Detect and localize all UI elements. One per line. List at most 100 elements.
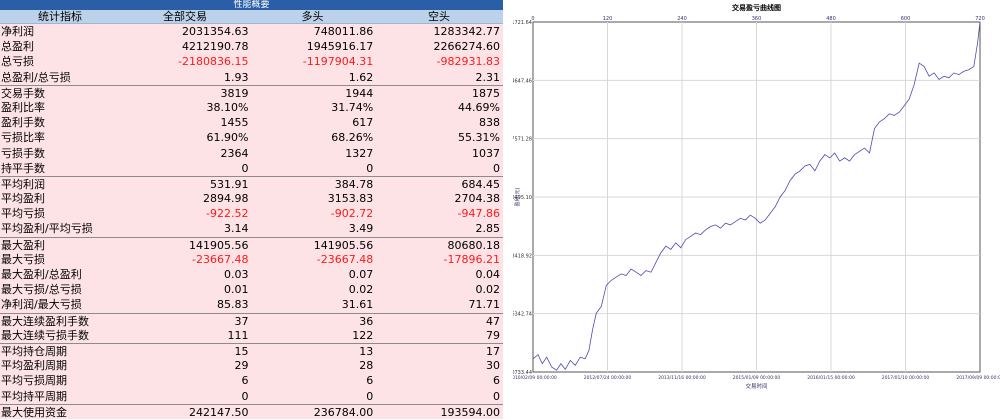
header-long: 多头 [301,10,324,23]
cell-long: 1945916.17 [306,40,374,54]
cell-long: 28 [359,359,374,373]
cell-short: 0.04 [475,268,501,281]
row-label: 最大盈利 [1,238,45,252]
panel-divider [503,0,513,400]
cell-long: 3.49 [348,222,374,236]
row-label: 盈利手数 [1,116,45,130]
cell-all-trades: 0.01 [224,283,249,297]
cell-short: 17 [486,344,500,358]
cell-short: 0 [493,161,500,175]
table-row: 平均盈利周期 29 28 30 [0,358,503,374]
top-tick-label: 360 [752,16,762,22]
cell-all-trades: 15 [234,344,249,358]
cell-short: 6 [493,374,500,388]
row-label: 平均利润 [1,177,45,191]
table-row: 平均亏损周期 6 6 6 [0,373,503,389]
cell-long: -23667.48 [316,252,374,266]
table-row: 盈利比率 38.10% 31.74% 44.69% [0,99,503,116]
table-row: 最大使用资金 242147.50 236784.00 193594.00 [0,403,503,419]
row-label: 平均盈利周期 [1,359,67,373]
row-label: 持平手数 [1,161,45,175]
row-label: 最大使用资金 [1,405,67,419]
table-row: 亏损比率 61.90% 68.26% 55.31% [0,130,503,146]
top-tick-label: 240 [677,16,687,22]
table-row: 平均利润 531.91 384.78 684.45 [0,175,503,192]
x-tick-label: 2017/01/10 00:00:00 [882,375,930,381]
row-label: 盈利比率 [1,100,45,114]
table-row: 平均盈利 2894.98 3153.83 2704.38 [0,191,503,207]
cell-short: -17896.21 [443,252,500,266]
cell-short: 2704.38 [454,192,501,206]
y-tick-label: 1317571.28 [513,137,532,143]
top-tick-label: 720 [975,16,985,22]
y-tick-label: 603418.92 [513,253,532,259]
cell-all-trades: 0.03 [224,268,249,281]
table-row: 交易手数 3819 1944 1875 [0,84,503,100]
cell-all-trades: 0 [241,161,249,175]
pnl-chart-panel: 2031721.64 1674647.46 1317571.28 960495.10 6… [513,0,1000,400]
row-label: 总盈利 [1,40,34,54]
cell-long: 617 [352,116,374,130]
row-label: 最大盈利/总盈利 [1,268,82,281]
cell-long: 122 [352,328,374,342]
cell-short: 55.31% [458,131,500,145]
cell-all-trades: 2894.98 [203,192,249,206]
cell-all-trades: 242147.50 [189,405,249,419]
row-label: 平均盈利 [1,192,45,206]
cell-short: 79 [486,328,500,342]
cell-short: 0 [493,389,500,403]
table-row: 净利润/最大亏损 85.83 31.61 71.71 [0,297,503,313]
row-label: 最大连续盈利手数 [1,314,89,328]
cell-short: -947.86 [457,207,500,221]
cell-all-trades: 3.14 [224,222,249,236]
cell-all-trades: 4212190.78 [182,40,249,54]
top-tick-label: 600 [901,16,911,22]
table-header: 统计指标 全部交易 多头 空头 [0,10,503,24]
header-short: 空头 [428,10,450,23]
cell-long: 3153.83 [327,192,374,206]
cell-short: 0.02 [475,283,501,297]
cell-long: 68.26% [331,131,374,145]
x-tick-label: 2015/01/09 00:00:00 [733,375,781,381]
table-row: 最大亏损/总亏损 0.01 0.02 0.02 [0,282,503,298]
table-row: 总盈利 4212190.78 1945916.17 2266274.60 [0,39,503,55]
x-tick-label: 2010/02/09 00:00:00 [513,375,557,381]
y-tick-label: 960495.10 [513,195,532,201]
top-tick-label: 0 [531,16,534,22]
row-label: 平均持平周期 [1,389,67,403]
cell-long: 31.74% [331,100,374,114]
pnl-series-line [532,21,981,371]
cell-all-trades: 111 [227,328,249,342]
cell-all-trades: 141905.56 [189,238,249,252]
cell-short: 44.69% [458,100,500,114]
row-label: 最大连续亏损手数 [1,328,89,342]
table-row: 总盈利/总亏损 1.93 1.62 2.31 [0,69,503,85]
top-tick-label: 480 [826,16,836,22]
cell-short: 1037 [472,146,500,160]
chart-title: 交易盈亏曲线图 [732,3,781,12]
pnl-chart: 2031721.64 1674647.46 1317571.28 960495.10 6… [513,3,1000,390]
cell-long: 0.02 [348,283,374,297]
cell-long: 0 [366,161,374,175]
row-label: 平均持仓周期 [1,344,67,358]
row-label: 平均亏损 [1,207,45,221]
table-title: 性能概要 [0,0,503,10]
cell-all-trades: 0 [241,389,249,403]
row-label: 净利润 [1,25,34,38]
table-row: 平均持平周期 0 0 0 [0,388,503,404]
cell-long: -902.72 [330,207,374,221]
cell-short: 2.31 [475,70,501,84]
cell-all-trades: 61.90% [206,131,249,145]
row-label: 总亏损 [1,55,34,69]
table-row: 最大亏损 -23667.48 -23667.48 -17896.21 [0,251,503,267]
row-label: 最大亏损/总亏损 [1,283,82,297]
cell-short: 80680.18 [447,238,501,252]
table-row: 最大盈利/总盈利 0.03 0.07 0.04 [0,267,503,283]
cell-long: 0 [366,389,374,403]
cell-short: 193594.00 [440,405,501,419]
cell-all-trades: 29 [234,359,249,373]
cell-long: 236784.00 [313,405,374,419]
cell-long: 6 [366,374,374,388]
cell-short: -982931.83 [436,55,500,69]
cell-long: 141905.56 [313,238,374,252]
